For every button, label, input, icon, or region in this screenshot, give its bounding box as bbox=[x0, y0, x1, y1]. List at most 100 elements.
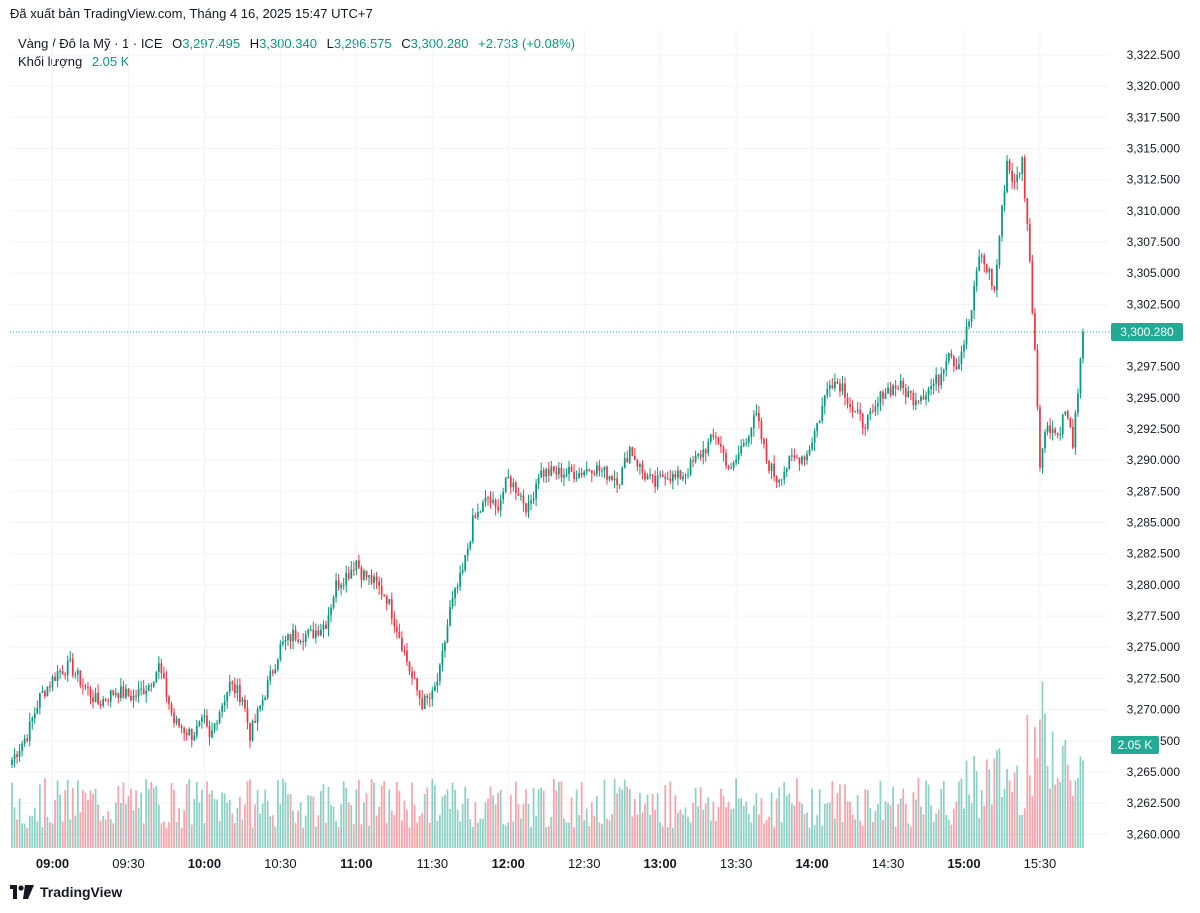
volume-bar bbox=[241, 819, 244, 848]
x-tick-label: 11:30 bbox=[417, 856, 449, 871]
candle-body bbox=[249, 722, 251, 741]
candle-body bbox=[233, 683, 236, 694]
candle-body bbox=[499, 499, 502, 511]
volume-bar bbox=[471, 827, 474, 848]
candle-body bbox=[601, 470, 603, 472]
volume-bar bbox=[132, 810, 135, 848]
candle-body bbox=[527, 503, 530, 513]
candle-body bbox=[927, 389, 930, 396]
candle-body bbox=[94, 692, 97, 703]
volume-bar bbox=[461, 803, 464, 848]
volume-bar bbox=[238, 796, 241, 848]
candle-body bbox=[882, 391, 884, 399]
volume-bar bbox=[633, 798, 636, 848]
candle-body bbox=[522, 495, 525, 504]
volume-bar bbox=[664, 785, 667, 848]
volume-bar bbox=[590, 802, 593, 848]
volume-bar bbox=[1064, 740, 1067, 848]
candle-body bbox=[509, 476, 512, 488]
candle-body bbox=[28, 721, 31, 741]
y-tick-label: 3,312.500 bbox=[1127, 173, 1181, 187]
volume-bar bbox=[484, 802, 487, 848]
candle-body bbox=[1028, 223, 1031, 261]
volume-bar bbox=[947, 819, 950, 848]
candle-body bbox=[970, 310, 973, 322]
volume-bar bbox=[489, 786, 492, 848]
volume-bar bbox=[23, 823, 26, 848]
tradingview-logo-icon bbox=[10, 885, 34, 899]
candle-body bbox=[947, 353, 950, 362]
volume-bar bbox=[755, 793, 758, 848]
volume-bar bbox=[808, 827, 811, 848]
volume-bar bbox=[292, 810, 294, 848]
volume-bar bbox=[861, 825, 864, 848]
candle-body bbox=[958, 364, 960, 370]
volume-bar bbox=[201, 789, 203, 848]
volume-bar bbox=[1028, 775, 1031, 848]
candle-body bbox=[145, 690, 148, 695]
volume-bar bbox=[740, 798, 743, 848]
volume-bar bbox=[841, 821, 844, 848]
volume-bar bbox=[922, 814, 925, 848]
candle-body bbox=[418, 690, 421, 699]
volume-bar bbox=[628, 789, 631, 848]
candle-body bbox=[598, 465, 601, 471]
volume-bar bbox=[955, 801, 958, 848]
candle-body bbox=[401, 637, 403, 651]
volume-bar bbox=[1082, 760, 1084, 848]
tradingview-footer: TradingView bbox=[10, 884, 122, 900]
volume-bar bbox=[884, 801, 887, 848]
candle-body bbox=[535, 483, 537, 499]
candle-body bbox=[856, 409, 859, 411]
volume-bar bbox=[188, 779, 191, 848]
candle-body bbox=[79, 670, 82, 686]
volume-bar bbox=[347, 802, 350, 848]
candle-body bbox=[823, 395, 826, 406]
volume-bar bbox=[1013, 772, 1016, 848]
candle-body bbox=[1051, 429, 1054, 433]
candles bbox=[11, 154, 1084, 768]
volume-bar bbox=[297, 810, 299, 848]
volume-bar bbox=[360, 824, 363, 848]
low-value: 3,296.575 bbox=[333, 36, 392, 51]
volume-bar bbox=[1003, 789, 1006, 848]
y-tick-label: 3,277.500 bbox=[1127, 609, 1181, 623]
candle-body bbox=[606, 466, 608, 480]
close-label: C bbox=[401, 36, 411, 51]
volume-bar bbox=[104, 819, 107, 848]
volume-bar bbox=[1023, 808, 1026, 848]
volume-bar bbox=[269, 816, 272, 848]
volume-bar bbox=[1026, 714, 1029, 848]
candle-body bbox=[730, 467, 732, 469]
candle-body bbox=[742, 443, 745, 447]
candle-body bbox=[140, 688, 143, 690]
candle-body bbox=[623, 458, 626, 468]
candle-body bbox=[869, 410, 872, 415]
volume-bar bbox=[428, 822, 431, 848]
candle-body bbox=[1003, 191, 1006, 206]
candle-body bbox=[937, 375, 940, 386]
candle-body bbox=[46, 686, 49, 697]
volume-bar bbox=[752, 805, 755, 848]
candle-body bbox=[826, 388, 829, 396]
volume-bar bbox=[1051, 731, 1054, 848]
volume-bar bbox=[117, 785, 120, 848]
candle-body bbox=[238, 685, 241, 703]
candle-body bbox=[1034, 312, 1036, 350]
volume-label[interactable]: Khối lượng bbox=[18, 54, 83, 69]
volume-bar bbox=[499, 789, 502, 848]
volume-bar bbox=[709, 820, 712, 848]
volume-bar bbox=[170, 782, 173, 848]
candle-body bbox=[983, 255, 986, 265]
volume-bar bbox=[454, 789, 456, 848]
y-tick-label: 3,282.500 bbox=[1127, 547, 1181, 561]
candle-body bbox=[603, 466, 606, 471]
symbol-name[interactable]: Vàng / Đô la Mỹ · 1 · ICE bbox=[18, 36, 163, 51]
candle-body bbox=[1064, 411, 1067, 415]
candle-body bbox=[380, 585, 383, 595]
volume-bar bbox=[76, 780, 79, 848]
candle-body bbox=[849, 404, 851, 407]
candle-body bbox=[801, 456, 803, 464]
volume-bar bbox=[165, 827, 168, 848]
